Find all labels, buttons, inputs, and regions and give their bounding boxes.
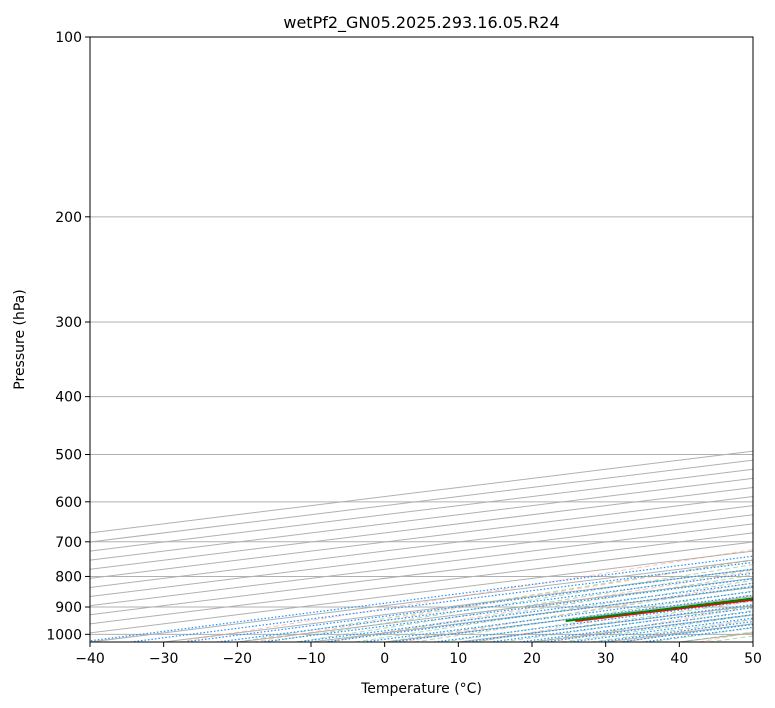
dry-adiabat-line — [253, 559, 753, 642]
y-tick-label: 700 — [55, 535, 82, 551]
moist-adiabat-line — [473, 600, 753, 642]
mixing-ratio-line — [543, 614, 753, 642]
x-axis-label: Temperature (°C) — [360, 681, 482, 697]
moist-adiabat-line — [414, 590, 753, 642]
isotherm-line — [90, 514, 753, 598]
chart-title: wetPf2_GN05.2025.293.16.05.R24 — [283, 13, 559, 33]
y-tick-label: 300 — [55, 315, 82, 331]
x-tick-label: 20 — [523, 651, 541, 667]
mixing-ratio-line — [490, 607, 753, 642]
y-tick-label: 400 — [55, 390, 82, 406]
x-tick-label: 0 — [380, 651, 389, 667]
x-tick-label: 30 — [597, 651, 615, 667]
plot-area: -100-90-80-70-60-50-40-30-20-10 0.10.20.… — [90, 37, 753, 642]
isotherm-line — [90, 532, 753, 616]
y-tick-label: 800 — [55, 569, 82, 585]
background-lines — [90, 37, 753, 642]
mixing-ratio-line — [184, 568, 753, 642]
isotherm-line — [90, 477, 753, 561]
mixing-ratio-line — [261, 578, 753, 642]
mixing-ratio-line — [217, 572, 753, 642]
isotherm-line — [90, 459, 753, 543]
mixing-ratio-line — [130, 561, 753, 642]
x-tick-label: −30 — [149, 651, 179, 667]
y-tick-label: 500 — [55, 448, 82, 464]
x-tick-label: 50 — [744, 651, 762, 667]
moist-adiabat-line — [237, 559, 753, 642]
mixing-ratio-line — [519, 610, 753, 642]
isotherm-line — [90, 523, 753, 607]
x-tick-label: −20 — [223, 651, 253, 667]
moist-adiabat-line — [266, 564, 753, 642]
x-tick-label: −40 — [75, 651, 105, 667]
y-tick-label: 1000 — [46, 627, 82, 643]
mixing-ratio-line — [570, 617, 753, 642]
isotherm-line — [90, 496, 753, 579]
isotherm-line — [90, 505, 753, 588]
x-tick-label: 10 — [449, 651, 467, 667]
x-tick-label: 40 — [670, 651, 688, 667]
moist-adiabat-line — [296, 569, 753, 642]
isotherm-line — [90, 486, 753, 570]
y-tick-label: 600 — [55, 495, 82, 511]
x-tick-label: −10 — [296, 651, 326, 667]
dry-adiabat-line — [327, 570, 753, 642]
y-axis: 100 200 300 400 500 600 700 800 900 1000 — [46, 30, 90, 643]
mixing-ratio-line — [90, 555, 753, 642]
dry-adiabat-line — [178, 549, 753, 642]
isotherm-line — [90, 468, 753, 552]
moist-adiabat-line — [355, 579, 753, 642]
y-tick-label: 900 — [55, 600, 82, 616]
y-tick-label: 100 — [55, 30, 82, 46]
y-tick-label: 200 — [55, 210, 82, 226]
x-axis: −40 −30 −20 −10 0 10 20 30 40 50 — [75, 642, 762, 667]
axes-frame — [89, 36, 754, 643]
y-axis-label: Pressure (hPa) — [12, 289, 28, 389]
